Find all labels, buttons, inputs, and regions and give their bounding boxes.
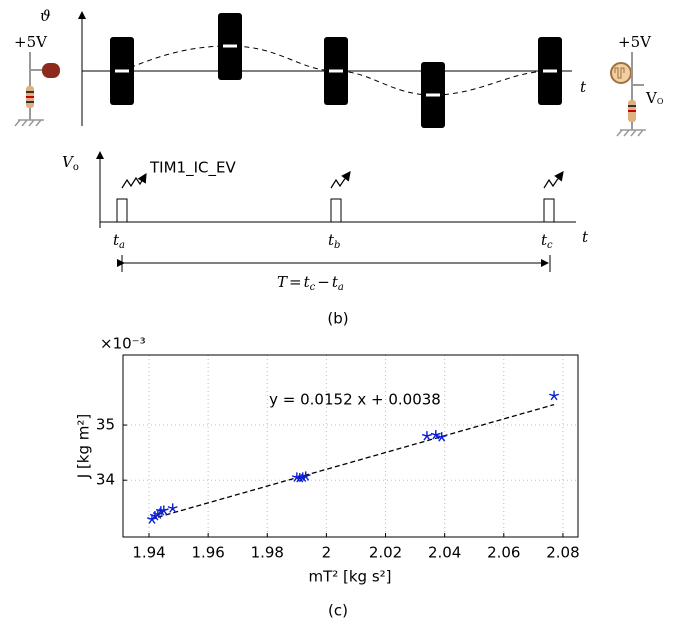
label-part: a (119, 240, 125, 251)
label-part: O (657, 97, 664, 106)
label-part: t (332, 273, 339, 291)
data-point (421, 431, 432, 441)
plot-frame (122, 354, 579, 538)
data-point (300, 471, 311, 481)
label-part: t (541, 231, 548, 249)
data-point (549, 390, 560, 401)
caption: (c) (328, 602, 348, 620)
label-part: − (317, 273, 330, 291)
scale-label: ×10⁻³ (100, 335, 146, 353)
fit-line (157, 404, 555, 518)
shape (26, 91, 34, 93)
vo-axis-label: Vo (62, 153, 79, 173)
shape (616, 129, 646, 137)
shape (29, 52, 42, 71)
label-part: V (645, 89, 658, 107)
y-tick-label: 35 (96, 416, 115, 434)
tb-label: tb (328, 231, 340, 251)
blade-diagram: ϑ t +5V +5V VO (14, 7, 664, 137)
period-label: T = tc − ta (277, 273, 344, 293)
x-tick-label: 1.94 (132, 544, 165, 562)
label-part: o (73, 162, 79, 173)
shape (330, 171, 351, 189)
shape (628, 110, 636, 112)
x-tick-label: 2.06 (487, 544, 520, 562)
t-label: t (582, 228, 589, 246)
event-label: TIM1_IC_EV (149, 159, 236, 178)
x-axis-label: mT² [kg s²] (308, 568, 391, 586)
supply-label: +5V (14, 33, 48, 51)
shape (26, 96, 34, 98)
x-tick-label: 1.96 (191, 544, 224, 562)
x-tick-label: 1.98 (251, 544, 284, 562)
label-part: t (328, 231, 335, 249)
label-part: = (289, 273, 302, 291)
chart: ×10⁻³ y = 0.0152 x + 0.0038 mT² [kg s²] … (75, 335, 580, 620)
shape (14, 119, 44, 127)
tc-label: tc (541, 231, 553, 251)
shape (26, 101, 34, 103)
y-tick-label: 34 (96, 471, 115, 489)
led-circuit: +5V (14, 33, 60, 127)
pulse-diagram: Vo TIM1_IC_EV ta tb tc t T = tc − ta (b) (62, 151, 589, 328)
data-point (430, 429, 441, 440)
label-part: c (547, 240, 553, 251)
x-tick-label: 2.04 (428, 544, 461, 562)
label-part: c (310, 282, 316, 293)
caption: (b) (327, 310, 348, 328)
label-part: V (62, 153, 75, 171)
ta-label: ta (113, 231, 125, 251)
label-part: t (304, 273, 311, 291)
shape (42, 63, 60, 78)
shape (543, 171, 564, 189)
data-point (167, 503, 178, 513)
pulses (116, 198, 555, 222)
label-part: T (277, 273, 288, 291)
data-point (158, 505, 169, 515)
shape (614, 67, 625, 79)
data-point (436, 432, 447, 442)
label-part: t (113, 231, 120, 249)
data-point (146, 514, 157, 524)
data-point (152, 509, 163, 519)
label-part: a (338, 282, 344, 293)
supply-label: +5V (618, 33, 652, 51)
vo-label: VO (645, 89, 664, 107)
photo-circuit: +5V VO (610, 33, 664, 137)
x-tick-label: 2 (322, 544, 332, 562)
theta-label: ϑ (40, 7, 51, 25)
blade-marks (115, 44, 557, 97)
label-part: b (334, 240, 340, 251)
event-icons (121, 171, 564, 189)
x-tick-label: 2.08 (546, 544, 579, 562)
equation: y = 0.0152 x + 0.0038 (269, 391, 441, 409)
shape (628, 105, 636, 107)
y-axis-label: J [kg m²] (75, 414, 93, 480)
x-tick-label: 2.02 (369, 544, 402, 562)
shape (121, 172, 147, 189)
t-label: t (580, 78, 587, 96)
